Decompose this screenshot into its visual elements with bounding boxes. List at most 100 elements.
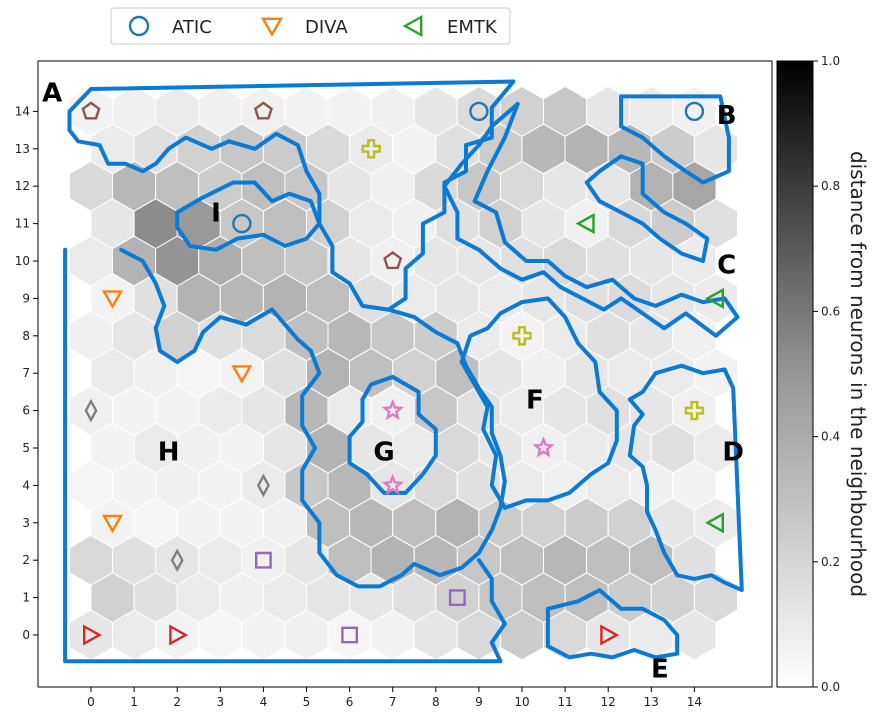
x-tick-label: 1 bbox=[130, 695, 138, 709]
x-tick-label: 13 bbox=[644, 695, 659, 709]
region-outline bbox=[459, 296, 619, 510]
y-tick-label: 9 bbox=[22, 291, 30, 305]
region-label: G bbox=[373, 438, 394, 468]
marker-star bbox=[532, 436, 555, 458]
marker-diamond bbox=[84, 398, 98, 423]
colorbar-tick-label: 0.8 bbox=[821, 179, 840, 193]
colorbar-tick-label: 0.4 bbox=[821, 430, 840, 444]
region-label: C bbox=[717, 251, 736, 281]
marker-diamond bbox=[170, 548, 184, 573]
x-tick-label: 10 bbox=[514, 695, 529, 709]
y-tick-label: 0 bbox=[22, 628, 30, 642]
region-label: D bbox=[722, 438, 744, 468]
x-tick-label: 9 bbox=[475, 695, 483, 709]
region-outline bbox=[619, 94, 731, 185]
y-tick-label: 2 bbox=[22, 553, 30, 567]
legend-marker-circle bbox=[128, 15, 150, 37]
region-label: H bbox=[158, 438, 180, 468]
colorbar-tick-label: 0.0 bbox=[821, 680, 840, 694]
marker-triangle-right bbox=[82, 624, 102, 646]
hex-cell bbox=[672, 85, 717, 137]
x-tick-label: 12 bbox=[601, 695, 616, 709]
x-tick-label: 3 bbox=[216, 695, 224, 709]
marker-triangle-down bbox=[101, 514, 124, 534]
marker-square bbox=[448, 589, 466, 606]
y-tick-label: 1 bbox=[22, 591, 30, 605]
y-tick-label: 12 bbox=[15, 179, 30, 193]
x-tick-label: 4 bbox=[260, 695, 268, 709]
y-tick-label: 14 bbox=[15, 104, 30, 118]
marker-triangle-down bbox=[101, 290, 124, 309]
colorbar-tick-label: 1.0 bbox=[821, 54, 840, 68]
colorbar-label: distance from neurons in the neighbourho… bbox=[846, 151, 870, 597]
region-outline bbox=[347, 374, 438, 495]
marker-pentagon bbox=[253, 101, 273, 120]
region-label: A bbox=[42, 79, 62, 109]
x-tick-label: 5 bbox=[303, 695, 311, 709]
y-tick-label: 13 bbox=[15, 142, 30, 156]
region-outline bbox=[584, 154, 710, 263]
marker-square bbox=[341, 626, 358, 644]
marker-circle bbox=[684, 101, 705, 122]
legend-marker-triangle-left bbox=[402, 14, 423, 38]
y-tick-label: 3 bbox=[22, 516, 30, 530]
legend-marker-triangle-down bbox=[260, 17, 284, 37]
colorbar-tick-label: 0.2 bbox=[821, 555, 840, 569]
x-tick-label: 0 bbox=[87, 695, 95, 709]
colorbar-gradient bbox=[776, 60, 814, 688]
y-tick-label: 8 bbox=[22, 329, 30, 343]
marker-plus bbox=[361, 139, 381, 159]
colorbar: 0.0 0.2 0.4 0.6 0.8 1.0 distance from neurons… bbox=[776, 54, 870, 694]
region-outline bbox=[627, 363, 744, 593]
y-tick-label: 10 bbox=[15, 254, 30, 268]
region-label: I bbox=[211, 198, 221, 228]
marker-star bbox=[381, 473, 404, 495]
marker-circle bbox=[232, 213, 252, 234]
region-outline bbox=[545, 588, 680, 660]
marker-diamond bbox=[256, 473, 270, 498]
x-tick-label: 14 bbox=[687, 695, 702, 709]
colorbar-tick-label: 0.6 bbox=[821, 304, 840, 318]
legend-label: DIVA bbox=[305, 17, 348, 38]
region-outline bbox=[119, 247, 507, 589]
marker-star bbox=[381, 398, 404, 421]
region-label: E bbox=[651, 655, 669, 685]
marker-triangle-left bbox=[575, 213, 595, 235]
marker-square bbox=[255, 551, 272, 569]
marker-pentagon bbox=[383, 251, 403, 270]
region-label: B bbox=[717, 101, 737, 131]
region-outline bbox=[67, 79, 516, 312]
y-tick-label: 11 bbox=[15, 217, 30, 231]
legend: ATIC DIVA EMTK bbox=[110, 7, 511, 45]
x-tick-label: 11 bbox=[557, 695, 572, 709]
plot-frame bbox=[37, 60, 773, 688]
y-tick-label: 4 bbox=[22, 478, 30, 492]
marker-circle bbox=[469, 101, 489, 122]
x-axis: 0 1 2 3 4 5 6 7 8 9 10 11 12 13 14 bbox=[87, 687, 702, 709]
x-tick-label: 8 bbox=[432, 695, 440, 709]
region-label: F bbox=[526, 385, 544, 415]
marker-triangle-right bbox=[169, 624, 189, 646]
marker-plus bbox=[684, 400, 705, 421]
legend-label: ATIC bbox=[172, 17, 212, 38]
marker-triangle-left bbox=[705, 287, 724, 309]
y-tick-label: 5 bbox=[22, 441, 30, 455]
legend-frame bbox=[110, 7, 511, 45]
x-tick-label: 6 bbox=[346, 695, 354, 709]
marker-pentagon bbox=[81, 101, 101, 120]
y-tick-label: 6 bbox=[22, 404, 30, 418]
x-tick-label: 7 bbox=[389, 695, 397, 709]
region-outline bbox=[442, 101, 740, 338]
marker-plus bbox=[512, 326, 532, 346]
legend-label: EMTK bbox=[447, 17, 498, 38]
region-outline bbox=[63, 247, 507, 664]
marker-triangle-right bbox=[600, 624, 620, 646]
marker-triangle-left bbox=[705, 512, 724, 534]
x-tick-label: 2 bbox=[173, 695, 181, 709]
plot-area: A B C D E F G H I bbox=[37, 60, 773, 688]
marker-triangle-down bbox=[231, 365, 253, 384]
y-tick-label: 7 bbox=[22, 366, 30, 380]
region-outline bbox=[175, 180, 322, 252]
